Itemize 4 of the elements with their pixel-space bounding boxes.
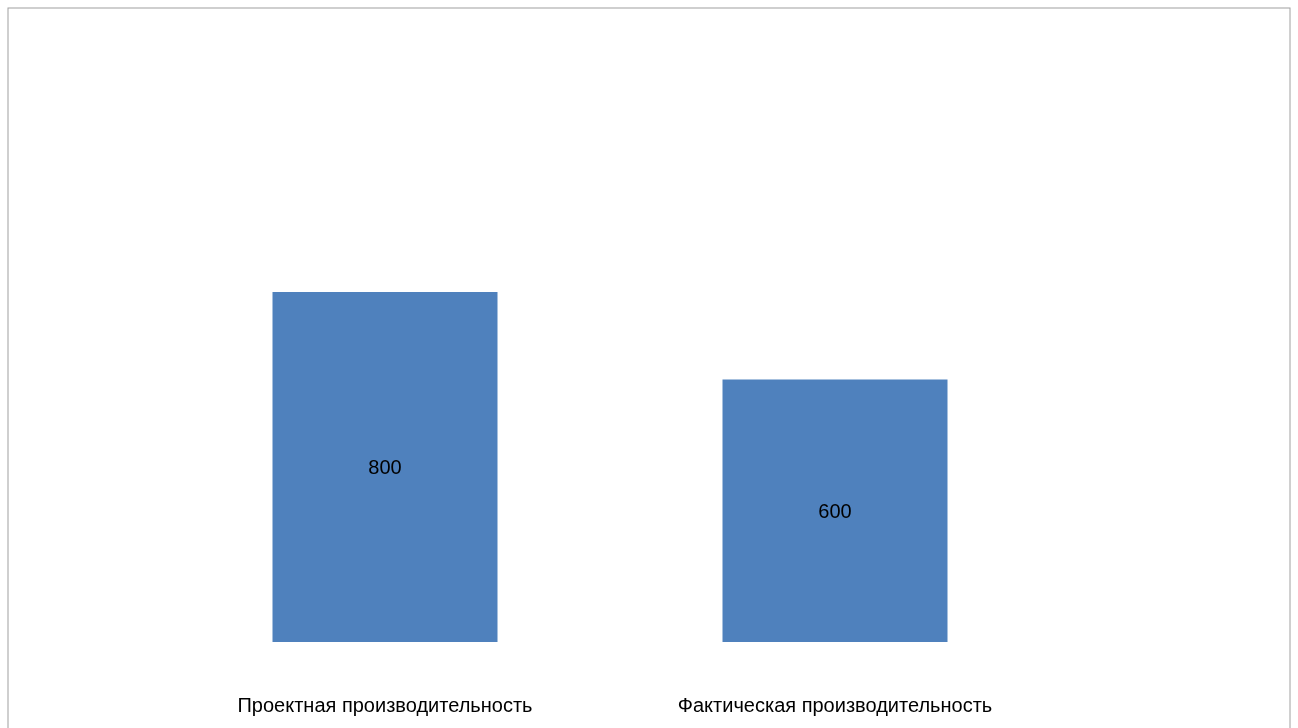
x-tick-label: Фактическая производительность [677, 694, 993, 716]
data-label: 600 [818, 499, 852, 522]
data-label: 800 [368, 456, 402, 478]
x-tick-label: Проектная производительность [237, 694, 533, 716]
